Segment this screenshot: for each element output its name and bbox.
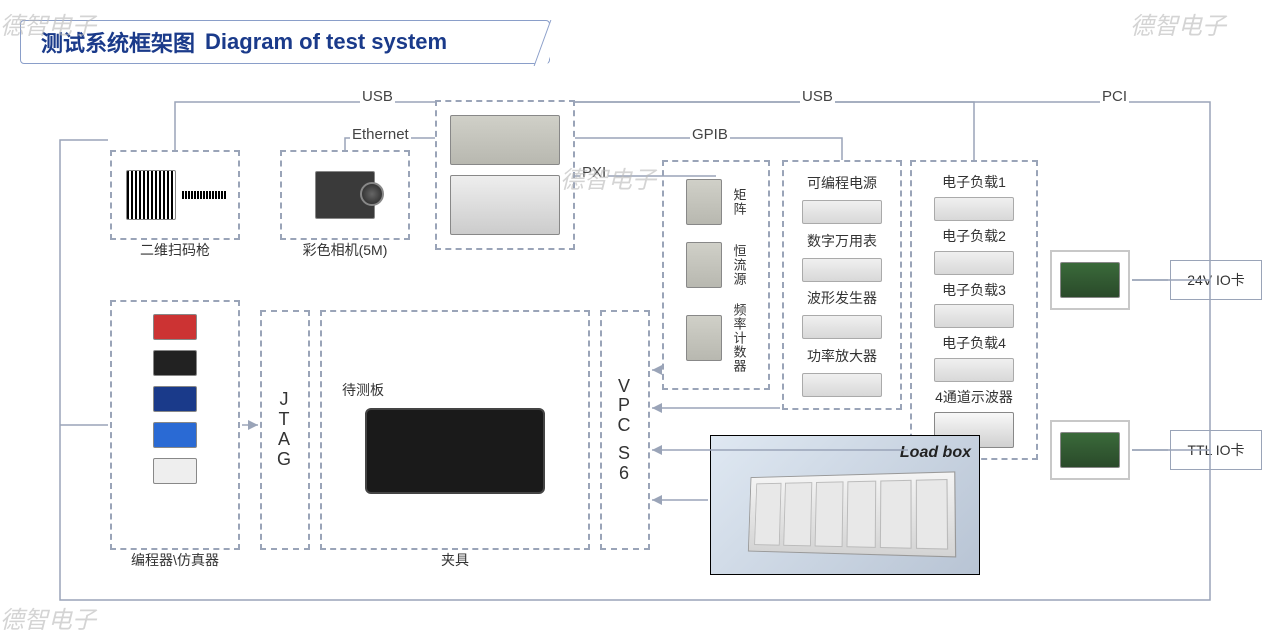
gpib-item-label: 功率放大器: [807, 346, 877, 366]
usb-item-label: 电子负载4: [942, 333, 1006, 353]
pxi-item-label: 频率计数器: [730, 303, 749, 373]
pxi-chassis-icon: [450, 175, 560, 235]
node-qr-scanner: 二维扫码枪: [110, 150, 240, 240]
instrument-icon: [934, 251, 1014, 275]
camera-icon: [315, 171, 375, 219]
pci-card-icon: [1060, 432, 1120, 468]
instrument-icon: [802, 258, 882, 282]
instrument-icon: [802, 200, 882, 224]
conn-label-gpib: GPIB: [690, 126, 730, 143]
watermark: 德智电子: [1130, 6, 1226, 41]
gpib-item-label: 波形发生器: [807, 288, 877, 308]
usb-item-label: 电子负载2: [942, 226, 1006, 246]
loadbox-chassis-icon: [748, 471, 956, 557]
conn-label-pxi: PXI: [580, 164, 608, 181]
instrument-icon: [934, 304, 1014, 328]
node-pcicard-1: [1050, 250, 1130, 310]
node-ipc: [435, 100, 575, 250]
io24-label: 24V IO卡: [1187, 270, 1245, 290]
conn-label-ethernet: Ethernet: [350, 126, 411, 143]
conn-label-usb1: USB: [360, 88, 395, 105]
node-usb-instruments: 电子负载1 电子负载2 电子负载3 电子负载4 4通道示波器: [910, 160, 1038, 460]
node-camera: 彩色相机(5M): [280, 150, 410, 240]
pxi-card-icon: [686, 315, 722, 361]
programmer-label: 编程器\仿真器: [131, 550, 219, 570]
node-programmer: 编程器\仿真器: [110, 300, 240, 550]
instrument-icon: [802, 315, 882, 339]
jtag-label: JTAG: [277, 390, 293, 469]
prog-device-icon: [153, 386, 197, 412]
vpc-label: VPCS6: [618, 377, 633, 484]
node-fixture: 待测板 夹具: [320, 310, 590, 550]
fixture-label: 夹具: [441, 550, 469, 570]
pci-card-icon: [1060, 262, 1120, 298]
pxi-item-label: 矩阵: [730, 188, 749, 216]
node-pxi-instruments: 矩阵 恒流源 频率计数器: [662, 160, 770, 390]
prog-device-icon: [153, 350, 197, 376]
prog-device-icon: [153, 458, 197, 484]
instrument-icon: [934, 358, 1014, 382]
node-gpib-instruments: 可编程电源 数字万用表 波形发生器 功率放大器: [782, 160, 902, 410]
diagram-title: 测试系统框架图 Diagram of test system: [20, 20, 550, 64]
watermark: 德智电子: [0, 600, 96, 635]
qr-code-icon: [126, 170, 176, 220]
dut-board-icon: [365, 408, 545, 494]
prog-device-icon: [153, 422, 197, 448]
node-ttl-io: TTL IO卡: [1170, 430, 1262, 470]
pxi-item-label: 恒流源: [730, 244, 749, 286]
usb-item-label: 4通道示波器: [935, 387, 1013, 407]
loadbox-label: Load box: [900, 444, 971, 462]
node-24v-io: 24V IO卡: [1170, 260, 1262, 300]
usb-item-label: 电子负载3: [942, 280, 1006, 300]
usb-item-label: 电子负载1: [942, 172, 1006, 192]
ipc-chassis-icon: [450, 115, 560, 165]
prog-device-icon: [153, 314, 197, 340]
title-cn: 测试系统框架图: [41, 26, 195, 58]
title-en: Diagram of test system: [205, 29, 447, 55]
node-pcicard-2: [1050, 420, 1130, 480]
node-load-box: Load box: [710, 435, 980, 575]
pxi-card-icon: [686, 179, 722, 225]
dut-label: 待测板: [342, 380, 384, 400]
gpib-item-label: 可编程电源: [807, 173, 877, 193]
node-vpc: VPCS6: [600, 310, 650, 550]
conn-label-usb2: USB: [800, 88, 835, 105]
gpib-item-label: 数字万用表: [807, 231, 877, 251]
scanner-label: 二维扫码枪: [140, 240, 210, 260]
instrument-icon: [802, 373, 882, 397]
conn-label-pci: PCI: [1100, 88, 1129, 105]
iottl-label: TTL IO卡: [1187, 440, 1244, 460]
node-jtag: JTAG: [260, 310, 310, 550]
instrument-icon: [934, 197, 1014, 221]
pxi-card-icon: [686, 242, 722, 288]
camera-label: 彩色相机(5M): [303, 240, 388, 260]
